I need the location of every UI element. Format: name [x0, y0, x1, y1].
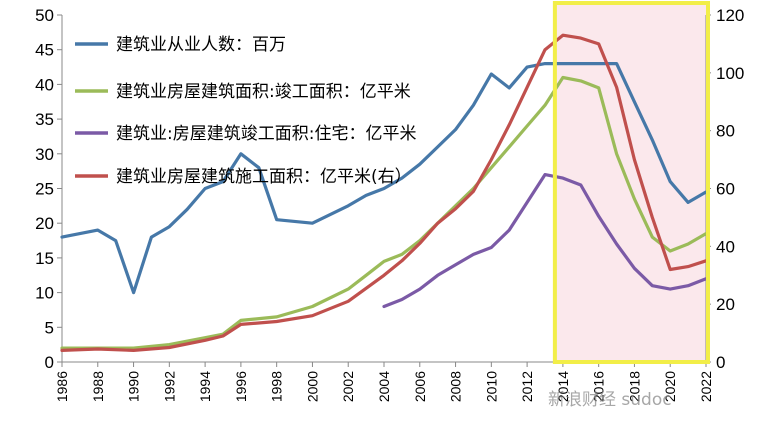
y-right-tick-label: 120: [716, 6, 744, 25]
y-right-tick-label: 60: [716, 180, 735, 199]
x-tick-label: 1996: [233, 371, 249, 402]
y-right-tick-label: 20: [716, 295, 735, 314]
x-tick-label: 2016: [591, 371, 607, 402]
x-tick-label: 1990: [126, 371, 142, 402]
x-tick-label: 2002: [340, 371, 356, 402]
y-left-tick-label: 45: [35, 41, 54, 60]
series-line-4: [60, 33, 708, 352]
y-right-tick-label: 80: [716, 122, 735, 141]
x-tick-label: 1994: [197, 371, 213, 402]
x-tick-label: 2020: [662, 371, 678, 402]
y-right-tick-label: 0: [716, 353, 725, 372]
series-line-3: [382, 173, 708, 309]
x-tick-label: 2022: [698, 371, 714, 402]
y-right-tick-label: 100: [716, 64, 744, 83]
y-left-tick-label: 50: [35, 6, 54, 25]
y-right-tick-label: 40: [716, 237, 735, 256]
x-tick-label: 2014: [555, 371, 571, 402]
legend-label-2: 建筑业房屋建筑面积:竣工面积：亿平米: [116, 82, 411, 102]
x-tick-label: 1998: [269, 371, 285, 402]
y-left-tick-label: 30: [35, 145, 54, 164]
x-tick-label: 2018: [626, 371, 642, 402]
watermark: 新浪财经 sudoc: [548, 390, 672, 410]
y-left-tick-label: 40: [35, 75, 54, 94]
legend-label-3: 建筑业:房屋建筑竣工面积:住宅：亿平米: [116, 124, 416, 144]
x-tick-label: 1986: [54, 371, 70, 402]
legend-label-1: 建筑业从业人数：百万: [116, 35, 286, 55]
highlight-border: [552, 1, 711, 364]
y-left-tick-label: 5: [45, 318, 54, 337]
legend: 建筑业从业人数：百万建筑业房屋建筑面积:竣工面积：亿平米建筑业:房屋建筑竣工面积…: [75, 35, 416, 187]
x-tick-label: 2006: [412, 371, 428, 402]
y-left-tick-label: 35: [35, 110, 54, 129]
y-left-tick-label: 20: [35, 214, 54, 233]
x-tick-label: 2012: [519, 371, 535, 402]
axes: 0 5 10 15 20 25 30 35 40 45 50 0 20 40 60 80 100 120 1986 1…: [35, 6, 744, 402]
y-left-tick-label: 0: [45, 353, 54, 372]
x-tick-label: 2000: [304, 371, 320, 402]
y-left-tick-label: 15: [35, 249, 54, 268]
legend-label-4: 建筑业房屋建筑施工面积：亿平米(右）: [116, 167, 412, 187]
series-lines: [60, 33, 708, 352]
x-tick-label: 1988: [90, 371, 106, 402]
y-left-tick-label: 25: [35, 180, 54, 199]
x-tick-label: 2008: [448, 371, 464, 402]
x-tick-label: 1992: [161, 371, 177, 402]
y-left-tick-label: 10: [35, 284, 54, 303]
x-tick-label: 2004: [376, 371, 392, 402]
x-tick-label: 2010: [483, 371, 499, 402]
